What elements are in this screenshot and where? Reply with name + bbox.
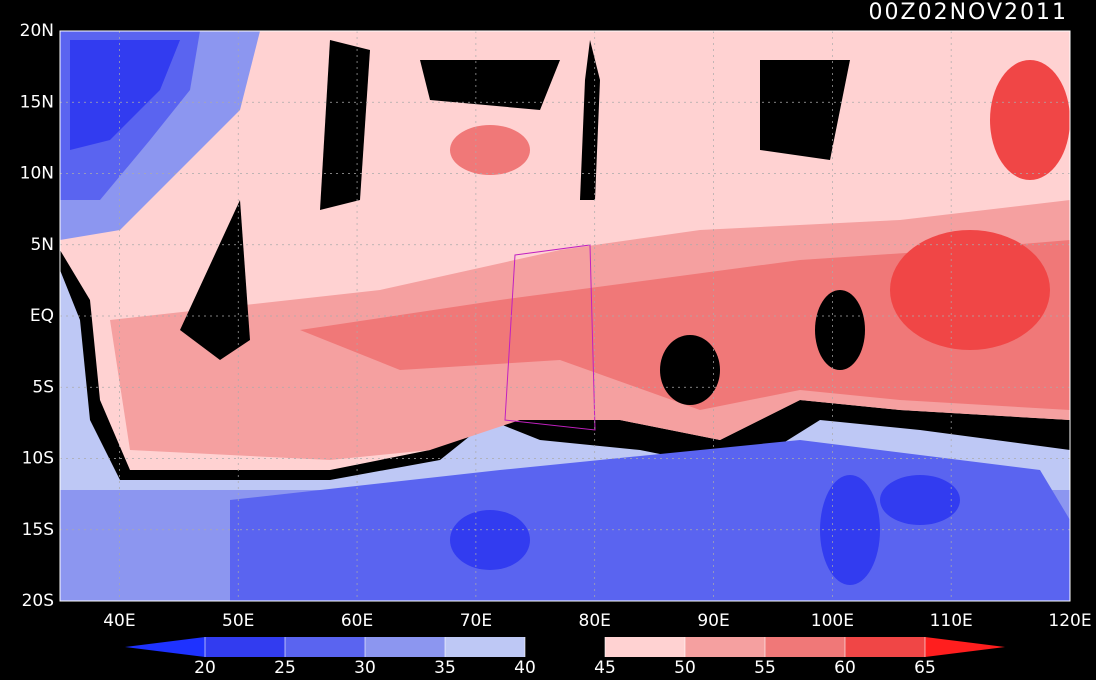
colorbar-label: 65 [914,658,936,678]
region-outline [504,244,596,431]
dry-region [180,200,250,360]
lon-label: 40E [103,611,135,631]
lon-label: 110E [930,611,973,631]
cool-region [450,510,530,570]
warm-region [450,125,530,175]
dry-region [320,40,370,210]
colorbar-segment [765,637,845,657]
field [60,31,1070,601]
lat-label: 15S [22,520,54,540]
colorbar-label: 60 [834,658,856,678]
colorbar-label: 45 [594,658,616,678]
colorbar-arrow [925,637,1005,657]
cool-region [880,475,960,525]
dry-region [420,60,560,110]
title: 00Z02NOV2011 [869,0,1068,25]
colorbar: 20 25 30 35 40 45 50 55 60 65 [125,637,1005,678]
lon-label: 80E [579,611,611,631]
warm-region [890,230,1050,350]
lat-label: 5N [30,235,54,255]
colorbar-label: 25 [274,658,296,678]
colorbar-segment [685,637,765,657]
colorbar-label: 40 [514,658,536,678]
colorbar-segment [365,637,445,657]
colorbar-segment [205,637,285,657]
dry-region [815,290,865,370]
colorbar-label: 30 [354,658,376,678]
colorbar-segment [525,637,605,657]
warm-region [990,60,1070,180]
dry-region [760,60,850,160]
cool-region [820,475,880,585]
lat-label: 10S [22,449,54,469]
colorbar-label: 20 [194,658,216,678]
axis-labels: 20N 15N 10N 5N EQ 5S 10S 15S 20S 40E 50E 60E 70E 80E 9… [20,21,1092,631]
colorbar-segment [605,637,685,657]
lon-label: 100E [811,611,854,631]
cool-region [70,40,180,150]
colorbar-label: 35 [434,658,456,678]
colorbar-arrow [125,637,205,657]
lon-label: 50E [222,611,254,631]
colorbar-label: 55 [754,658,776,678]
map-frame [59,30,1071,602]
warm-region [300,240,1070,410]
lat-label: 20S [22,591,54,611]
lat-label: 20N [20,21,54,41]
colorbar-segment [445,637,525,657]
grid [60,31,1070,601]
lon-label: 60E [341,611,373,631]
lat-label: 5S [32,377,54,397]
lat-label: 10N [20,164,54,184]
colorbar-label: 50 [674,658,696,678]
colorbar-segment [285,637,365,657]
colorbar-segment [845,637,925,657]
lat-label: EQ [30,306,54,326]
lon-label: 70E [460,611,492,631]
lon-label: 90E [697,611,729,631]
dry-region [660,335,720,405]
lat-label: 15N [20,92,54,112]
lon-label: 120E [1048,611,1091,631]
